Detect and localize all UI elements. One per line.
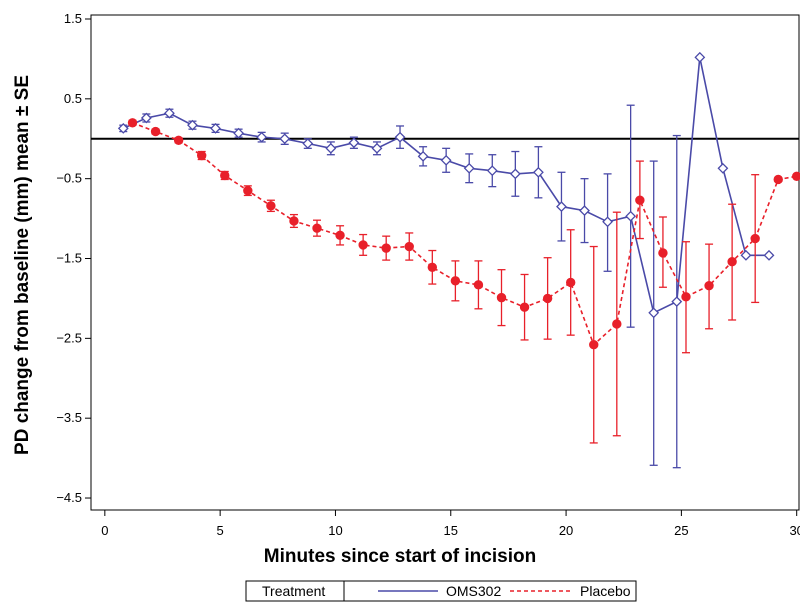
data-point <box>220 170 230 181</box>
data-point <box>589 340 599 350</box>
series-line <box>132 122 797 347</box>
data-point <box>773 174 783 185</box>
data-point <box>635 195 645 205</box>
data-point <box>671 296 683 308</box>
series-oms302 <box>117 51 775 469</box>
x-tick-label: 15 <box>444 523 458 538</box>
data-point <box>473 280 484 290</box>
x-tick-label: 10 <box>328 523 342 538</box>
legend: Treatment OMS302 Placebo <box>245 580 637 602</box>
y-axis-title: PD change from baseline (mm) mean ± SE <box>12 75 33 455</box>
data-point <box>463 162 475 174</box>
y-tick-label: −0.5 <box>56 171 82 186</box>
data-point <box>312 223 322 233</box>
data-point <box>325 142 337 154</box>
data-point <box>496 292 507 303</box>
data-point <box>740 249 752 261</box>
data-point <box>542 293 553 304</box>
data-point <box>791 171 800 181</box>
data-point <box>750 233 760 244</box>
data-point <box>565 277 576 288</box>
y-tick-label: −3.5 <box>56 410 82 425</box>
y-tick-label: 1.5 <box>64 11 82 26</box>
data-point <box>394 131 406 143</box>
data-point <box>727 257 737 267</box>
y-tick-label: −4.5 <box>56 490 82 505</box>
data-point <box>509 168 521 180</box>
data-point <box>127 118 138 128</box>
data-point <box>233 127 245 139</box>
data-point <box>358 240 368 250</box>
data-point <box>519 302 530 312</box>
data-point <box>348 137 360 149</box>
data-point <box>658 248 668 258</box>
legend-label-placebo: Placebo <box>580 583 631 599</box>
data-point <box>302 138 314 149</box>
data-point <box>612 319 622 329</box>
legend-frame <box>245 580 637 602</box>
data-point <box>243 185 253 196</box>
data-point <box>763 249 775 261</box>
data-point <box>427 262 438 272</box>
data-point <box>196 150 207 161</box>
data-point <box>648 307 660 319</box>
data-point <box>440 154 452 166</box>
data-point <box>173 135 184 146</box>
series-layer <box>117 51 800 469</box>
data-point <box>556 201 567 213</box>
data-point <box>140 112 152 124</box>
data-point <box>381 243 391 253</box>
data-point <box>486 165 498 177</box>
x-tick-label: 30 <box>789 523 800 538</box>
data-point <box>450 276 461 286</box>
data-point <box>717 162 729 174</box>
axes <box>85 14 800 516</box>
x-tick-label: 25 <box>674 523 688 538</box>
legend-label-oms302: OMS302 <box>446 583 501 599</box>
data-point <box>694 51 706 63</box>
data-point <box>417 150 429 162</box>
data-point <box>532 166 544 178</box>
data-point <box>279 133 291 145</box>
y-tick-label: −2.5 <box>56 330 82 345</box>
data-point <box>681 292 691 302</box>
y-tick-label: −1.5 <box>56 251 82 266</box>
data-point <box>602 216 614 228</box>
y-tick-label: 0.5 <box>64 91 82 106</box>
data-point <box>704 280 714 291</box>
data-point <box>266 201 276 211</box>
x-axis-title: Minutes since start of incision <box>264 546 536 567</box>
data-point <box>289 216 299 226</box>
data-point <box>210 122 221 134</box>
series-placebo <box>127 118 800 444</box>
data-point <box>625 210 637 222</box>
series-line <box>122 57 769 314</box>
legend-title: Treatment <box>262 583 325 599</box>
plot-frame <box>90 14 800 511</box>
x-tick-label: 5 <box>217 523 224 538</box>
data-point <box>163 107 175 119</box>
x-tick-label: 20 <box>559 523 573 538</box>
tick-labels: 1.5 0.5 −0.5 −1.5 −2.5 −3.5 −4.5 0 5 10 15 20 25 30 <box>56 11 800 538</box>
x-tick-label: 0 <box>101 523 108 538</box>
data-point <box>579 205 590 217</box>
data-point <box>371 142 383 154</box>
data-point <box>256 131 268 143</box>
data-point <box>150 126 161 137</box>
data-point <box>404 241 414 252</box>
data-point <box>117 122 129 134</box>
data-point <box>335 230 345 241</box>
data-point <box>187 119 198 131</box>
